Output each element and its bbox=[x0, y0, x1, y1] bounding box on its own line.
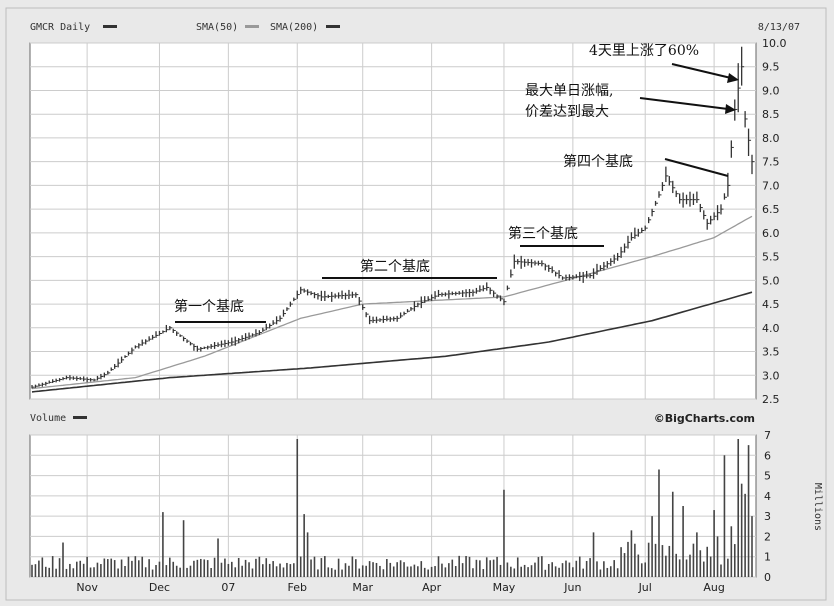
price-tick-label: 9.5 bbox=[762, 61, 780, 74]
volume-grid bbox=[30, 434, 756, 578]
max-gain-arrowhead bbox=[725, 104, 736, 114]
volume-tick-label: 5 bbox=[764, 470, 771, 483]
volume-tick-label: 1 bbox=[764, 551, 771, 564]
x-tick-label: Mar bbox=[352, 581, 373, 594]
volume-tick-label: 7 bbox=[764, 429, 771, 442]
price-tick-label: 7.0 bbox=[762, 179, 780, 192]
x-tick-label: Aug bbox=[703, 581, 724, 594]
sma200-legend-label: SMA(200) bbox=[270, 22, 318, 33]
chart-date: 8/13/07 bbox=[758, 22, 800, 33]
price-tick-label: 8.5 bbox=[762, 108, 780, 121]
volume-plot-area bbox=[29, 434, 757, 578]
sma50-line bbox=[31, 215, 753, 390]
chart-title: GMCR Daily bbox=[30, 22, 90, 33]
x-tick-label: Dec bbox=[149, 581, 170, 594]
annotation-base2: 第二个基底 bbox=[360, 258, 430, 275]
x-tick-label: Jun bbox=[563, 581, 581, 594]
base4-arrow bbox=[664, 158, 729, 177]
annotation-base4: 第四个基底 bbox=[563, 153, 633, 170]
price-bars bbox=[31, 46, 755, 389]
annotation-max-gain-1: 最大单日涨幅, bbox=[525, 83, 613, 99]
volume-tick-label: 3 bbox=[764, 510, 771, 523]
price-tick-label: 6.0 bbox=[762, 227, 780, 240]
sma50-legend-swatch bbox=[245, 25, 259, 28]
price-tick-label: 4.0 bbox=[762, 322, 780, 335]
price-tick-label: 3.0 bbox=[762, 369, 780, 382]
volume-tick-label: 0 bbox=[764, 571, 771, 584]
x-tick-label: Jul bbox=[638, 581, 652, 594]
annotation-max-gain-2: 价差达到最大 bbox=[525, 104, 609, 120]
sma50-legend-label: SMA(50) bbox=[196, 22, 238, 33]
annotation-base3: 第三个基底 bbox=[508, 225, 578, 242]
x-tick-label: Apr bbox=[422, 581, 442, 594]
volume-tick-label: 6 bbox=[764, 449, 771, 462]
x-tick-label: 07 bbox=[221, 581, 235, 594]
price-tick-label: 10.0 bbox=[762, 37, 787, 50]
annotations: 第一个基底 第二个基底 第三个基底 第四个基底 最大单日涨幅, 价差达到最大 4… bbox=[174, 43, 739, 323]
annotation-base1: 第一个基底 bbox=[174, 298, 244, 315]
sma200-line bbox=[31, 291, 753, 393]
price-tick-label: 6.5 bbox=[762, 203, 780, 216]
volume-tick-label: 2 bbox=[764, 530, 771, 543]
title-legend-swatch bbox=[103, 25, 117, 28]
x-axis-labels: Nov Dec 07 Feb Mar Apr May Jun Jul Aug bbox=[76, 581, 724, 594]
annotation-rise60: 4天里上涨了60% bbox=[589, 43, 699, 59]
price-tick-label: 9.0 bbox=[762, 84, 780, 97]
volume-axis-ticks: 0 1 2 3 4 5 6 7 bbox=[764, 429, 771, 584]
price-tick-label: 5.5 bbox=[762, 251, 780, 264]
price-axis-ticks: 10.0 9.5 9.0 8.5 8.0 7.5 7.0 6.5 6.0 5.5 5.0 4.5 4.0… bbox=[762, 37, 787, 406]
rise60-arrowhead bbox=[727, 73, 739, 83]
x-tick-label: May bbox=[493, 581, 516, 594]
price-tick-label: 3.5 bbox=[762, 346, 780, 359]
x-tick-label: Nov bbox=[76, 581, 98, 594]
max-gain-arrow bbox=[639, 97, 729, 110]
price-tick-label: 2.5 bbox=[762, 393, 780, 406]
brand-label: ©BigCharts.com bbox=[654, 412, 755, 425]
volume-unit-label: Millions bbox=[812, 483, 823, 531]
volume-tick-label: 4 bbox=[764, 490, 771, 503]
volume-legend-swatch bbox=[73, 416, 87, 419]
price-tick-label: 7.5 bbox=[762, 156, 780, 169]
price-tick-label: 5.0 bbox=[762, 274, 780, 287]
sma200-legend-swatch bbox=[326, 25, 340, 28]
volume-bars bbox=[31, 439, 753, 577]
x-tick-label: Feb bbox=[288, 581, 307, 594]
price-tick-label: 8.0 bbox=[762, 132, 780, 145]
price-tick-label: 4.5 bbox=[762, 298, 780, 311]
rise60-arrow bbox=[671, 63, 732, 79]
volume-label: Volume bbox=[30, 413, 66, 424]
